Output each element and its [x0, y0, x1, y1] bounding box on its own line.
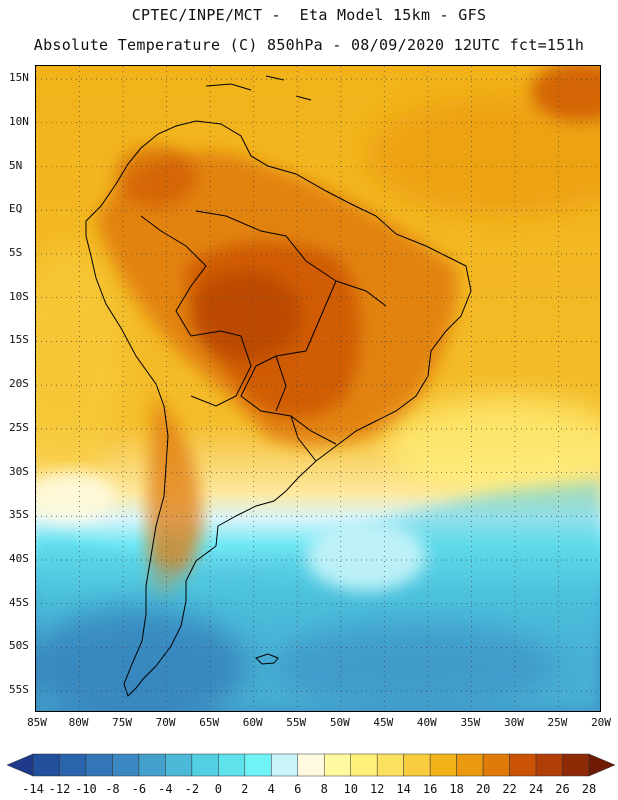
latitude-label: 15S	[9, 333, 29, 347]
temperature-shading	[36, 66, 600, 711]
colorbar-swatch	[85, 753, 113, 777]
colorbar-tick-label: -4	[158, 782, 173, 796]
latitude-label: 10N	[9, 114, 29, 128]
colorbar-swatch	[32, 753, 60, 777]
colorbar-tick-label: -8	[105, 782, 120, 796]
colorbar-swatch	[244, 753, 272, 777]
colorbar-tick-label: 10	[343, 782, 358, 796]
colorbar-tick-label: -2	[184, 782, 200, 796]
longitude-label: 85W	[27, 716, 47, 729]
latitude-label: 55S	[9, 683, 29, 697]
colorbar-swatch	[350, 753, 378, 777]
colorbar-swatch	[138, 753, 166, 777]
latitude-label: 25S	[9, 420, 29, 434]
colorbar-swatch	[323, 753, 351, 777]
colorbar-max-arrow	[588, 753, 616, 777]
colorbar-tick-label: 20	[475, 782, 491, 796]
colorbar-swatch	[562, 753, 590, 777]
colorbar-tick-label: 0	[214, 782, 222, 796]
colorbar-swatch	[191, 753, 219, 777]
longitude-label: 20W	[591, 716, 611, 729]
latitude-label: 35S	[9, 508, 29, 522]
colorbar-swatch	[535, 753, 563, 777]
latitude-label: 10S	[9, 289, 29, 303]
colorbar-tick-label: 24	[528, 782, 544, 796]
colorbar-tick-label: 26	[555, 782, 570, 796]
andean-borders	[140, 215, 252, 407]
colorbar-swatch	[376, 753, 404, 777]
central-borders	[275, 280, 387, 462]
colorbar-swatch	[509, 753, 537, 777]
colorbar-swatch	[165, 753, 193, 777]
colorbar-tick-label: -12	[48, 782, 71, 796]
latitude-label: EQ	[9, 202, 23, 216]
latitude-label: 15N	[9, 71, 29, 85]
colorbar-tick-label: 28	[581, 782, 597, 796]
map-title: CPTEC/INPE/MCT - Eta Model 15km - GFS	[131, 6, 487, 24]
colorbar-tick-label: 8	[320, 782, 328, 796]
south-america-coastline	[85, 120, 472, 697]
colorbar-tick-label: 16	[422, 782, 438, 796]
falkland-islands	[255, 653, 279, 665]
longitude-label: 50W	[329, 716, 350, 729]
colorbar-swatch	[456, 753, 484, 777]
colorbar-swatch	[429, 753, 457, 777]
colorbar-tick-label: 6	[294, 782, 302, 796]
colorbar-swatch	[59, 753, 87, 777]
map-canvas	[36, 66, 600, 711]
colorbar-min-arrow	[6, 753, 34, 777]
colorbar-swatch	[403, 753, 431, 777]
colorbar-swatch	[112, 753, 140, 777]
colorbar-tick-label: -10	[75, 782, 97, 796]
colorbar-tick-label: 22	[502, 782, 517, 796]
longitude-label: 55W	[286, 716, 307, 729]
colorbar-tick-label: 12	[369, 782, 385, 796]
latitude-label: 5S	[9, 245, 23, 259]
colorbar-tick-label: -6	[131, 782, 147, 796]
latitude-label: 45S	[9, 595, 29, 609]
longitude-label: 45W	[373, 716, 394, 729]
longitude-label: 80W	[68, 716, 89, 729]
longitude-label: 70W	[155, 716, 176, 729]
colorbar-tick-label: -14	[22, 782, 44, 796]
latitude-label: 20S	[9, 377, 29, 391]
longitude-label: 35W	[460, 716, 481, 729]
longitude-label: 40W	[416, 716, 437, 729]
colorbar-swatch	[482, 753, 510, 777]
latitude-label: 5N	[9, 158, 23, 172]
longitude-label: 30W	[503, 716, 524, 729]
latitude-label: 40S	[9, 551, 29, 565]
colorbar-tick-label: 14	[396, 782, 411, 796]
coastlines	[85, 75, 472, 697]
brazil-border	[195, 210, 337, 445]
colorbar-tick-label: 2	[241, 782, 249, 796]
colorbar-tick-label: 18	[449, 782, 464, 796]
longitude-label: 65W	[199, 716, 220, 729]
latitude-label: 30S	[9, 464, 29, 478]
latitude-label: 50S	[9, 639, 29, 653]
colorbar	[6, 753, 616, 777]
colorbar-swatch	[218, 753, 246, 777]
longitude-label: 75W	[112, 716, 132, 729]
temperature-map	[35, 65, 601, 712]
longitude-label: 60W	[242, 716, 263, 729]
colorbar-tick-label: 4	[267, 782, 275, 796]
colorbar-swatch	[271, 753, 299, 777]
longitude-label: 25W	[547, 716, 568, 729]
colorbar-swatch	[297, 753, 325, 777]
map-subtitle: Absolute Temperature (C) 850hPa - 08/09/…	[33, 36, 585, 54]
